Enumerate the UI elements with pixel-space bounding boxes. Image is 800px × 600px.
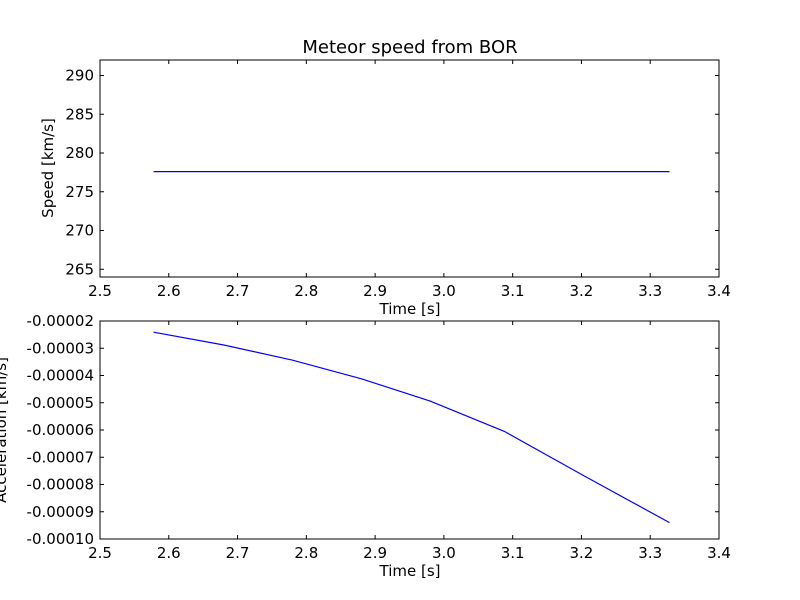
x-axis-label: Time [s] <box>379 300 441 318</box>
x-tick-label: 2.7 <box>226 544 250 562</box>
x-tick-label: 2.5 <box>88 544 112 562</box>
x-tick-label: 2.9 <box>363 544 387 562</box>
y-tick-label: 280 <box>65 144 94 162</box>
y-tick-label: -0.00009 <box>27 503 94 521</box>
y-axis-label: Speed [km/s] <box>39 118 57 218</box>
chart-title: Meteor speed from BOR <box>302 37 517 58</box>
x-tick-label: 2.8 <box>294 282 318 300</box>
speed-panel: Meteor speed from BOR 2.5 2.6 2.7 2.8 2.9 3.0… <box>39 37 731 318</box>
x-tick-label: 3.1 <box>501 544 525 562</box>
x-tick-label: 3.2 <box>570 544 594 562</box>
y-tick-label: -0.00004 <box>27 367 94 385</box>
y-tick-label: 285 <box>65 105 94 123</box>
acceleration-panel: 2.5 2.6 2.7 2.8 2.9 3.0 3.1 3.2 3.3 3.4 -0.00002 -0… <box>0 312 731 580</box>
x-tick-label: 2.8 <box>294 544 318 562</box>
y-tick-label: 275 <box>65 183 94 201</box>
x-tick-label: 3.0 <box>432 282 456 300</box>
y-tick-label: 290 <box>65 67 94 85</box>
x-tick-label: 3.2 <box>570 282 594 300</box>
y-tick-label: -0.00005 <box>27 394 94 412</box>
y-axis-label: Acceleration [km/s] <box>0 357 10 503</box>
x-tick-label: 2.6 <box>157 282 181 300</box>
x-tick-label: 2.6 <box>157 544 181 562</box>
plot-area-frame <box>99 320 720 540</box>
x-tick-label: 3.3 <box>638 282 662 300</box>
x-tick-label: 3.4 <box>707 544 731 562</box>
x-tick-label: 3.1 <box>501 282 525 300</box>
series-line <box>153 331 670 524</box>
y-tick-label: -0.00003 <box>27 339 94 357</box>
x-axis-label: Time [s] <box>379 562 441 580</box>
x-tick-label: 2.9 <box>363 282 387 300</box>
x-tick-label: 3.0 <box>432 544 456 562</box>
x-tick-label: 3.3 <box>638 544 662 562</box>
y-tick-label: -0.00008 <box>27 476 94 494</box>
x-tick-label: 2.5 <box>88 282 112 300</box>
y-tick-label: 270 <box>65 222 94 240</box>
x-tick-label: 2.7 <box>226 282 250 300</box>
y-tick-label: -0.00006 <box>27 421 94 439</box>
y-tick-label: -0.00007 <box>27 448 94 466</box>
y-tick-label: -0.00010 <box>27 530 94 548</box>
y-tick-label: 265 <box>65 260 94 278</box>
x-tick-label: 3.4 <box>707 282 731 300</box>
y-tick-label: -0.00002 <box>27 312 94 330</box>
plot-area-frame <box>99 59 720 278</box>
